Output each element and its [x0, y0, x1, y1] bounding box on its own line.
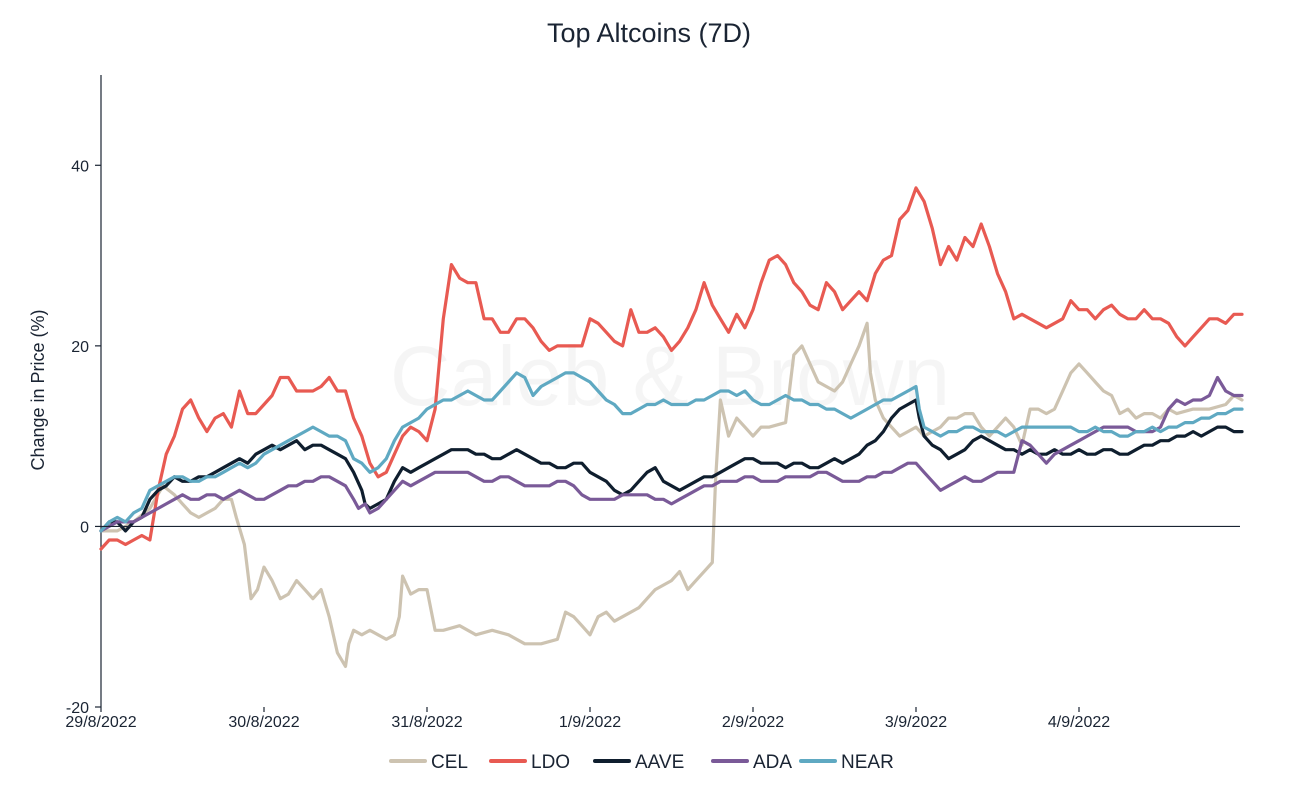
y-tick-label: -20 [66, 700, 89, 717]
series-line-cel [99, 321, 1244, 668]
x-tick-label: 4/9/2022 [1048, 714, 1110, 731]
y-tick-label: 40 [71, 158, 89, 175]
x-tick-label: 29/8/2022 [65, 714, 136, 731]
series-group [99, 186, 1244, 668]
y-tick-label: 0 [80, 519, 89, 536]
legend-item-ldo: LDO [489, 752, 570, 773]
series-line-near [99, 371, 1244, 533]
y-axis-title: Change in Price (%) [28, 309, 48, 470]
x-tick-label: 30/8/2022 [228, 714, 299, 731]
legend-label: AAVE [635, 752, 684, 773]
series-line-ada [99, 375, 1244, 533]
y-tick-group: -20 0 20 40 [66, 158, 101, 717]
x-tick-label: 1/9/2022 [559, 714, 621, 731]
legend-item-cel: CEL [389, 752, 468, 773]
legend-label: ADA [753, 752, 792, 773]
series-line-ldo [99, 186, 1244, 551]
series-line-aave [99, 398, 1244, 533]
legend-item-near: NEAR [799, 752, 894, 773]
legend-item-aave: AAVE [593, 752, 684, 773]
x-tick-group: 29/8/2022 30/8/2022 31/8/2022 1/9/2022 2/9/2… [65, 707, 1110, 731]
legend-item-ada: ADA [711, 752, 792, 773]
legend-label: CEL [431, 752, 468, 773]
y-tick-label: 20 [71, 339, 89, 356]
x-tick-label: 3/9/2022 [885, 714, 947, 731]
legend-label: NEAR [841, 752, 894, 773]
chart-title: Top Altcoins (7D) [547, 18, 751, 48]
x-tick-label: 2/9/2022 [722, 714, 784, 731]
legend: CEL LDO AAVE ADA NEAR [389, 752, 894, 773]
legend-label: LDO [531, 752, 570, 773]
x-tick-label: 31/8/2022 [391, 714, 462, 731]
